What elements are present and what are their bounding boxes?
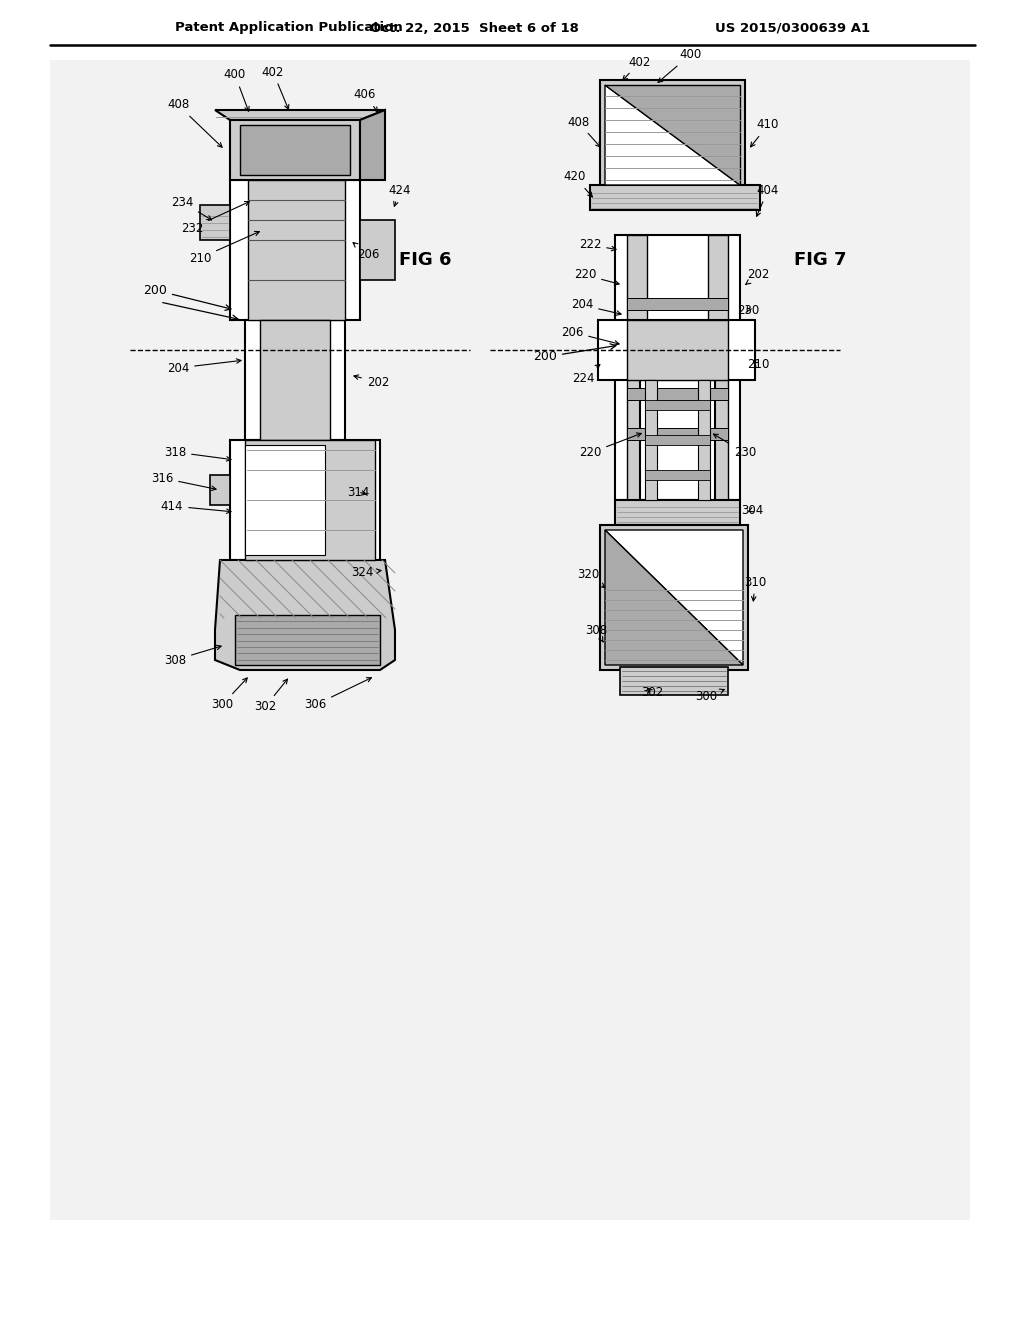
Text: Patent Application Publication: Patent Application Publication	[175, 21, 402, 34]
Text: 308: 308	[164, 645, 221, 667]
Bar	[598, 319, 755, 380]
Bar	[245, 445, 325, 554]
Bar	[627, 338, 728, 350]
Bar	[645, 436, 710, 445]
Text: 304: 304	[741, 503, 763, 516]
Text: 200: 200	[143, 284, 231, 310]
Text: 400: 400	[658, 49, 701, 82]
Text: 406: 406	[354, 88, 378, 112]
Bar	[590, 185, 760, 210]
Bar	[248, 180, 345, 319]
Bar	[234, 615, 380, 665]
Text: 202: 202	[354, 375, 389, 388]
Text: 222: 222	[579, 239, 616, 252]
Text: 200: 200	[534, 343, 615, 363]
Bar	[615, 235, 740, 500]
Bar	[230, 180, 360, 319]
Text: 408: 408	[567, 116, 600, 147]
Text: 302: 302	[254, 678, 288, 714]
Text: 204: 204	[167, 359, 241, 375]
Text: 206: 206	[353, 243, 379, 261]
Text: 206: 206	[561, 326, 620, 345]
Text: 420: 420	[564, 170, 592, 197]
Polygon shape	[605, 531, 743, 665]
Text: FIG 7: FIG 7	[794, 251, 846, 269]
Text: 308: 308	[585, 623, 607, 642]
Bar	[627, 428, 728, 440]
Text: 202: 202	[745, 268, 769, 284]
Bar	[245, 319, 345, 440]
Text: 310: 310	[743, 576, 766, 601]
Bar	[50, 59, 970, 1220]
Bar	[620, 667, 728, 696]
Text: FIG 6: FIG 6	[398, 251, 452, 269]
Text: 408: 408	[167, 99, 222, 148]
Bar	[210, 475, 230, 506]
Text: 306: 306	[304, 677, 372, 711]
Text: 402: 402	[623, 55, 651, 81]
Text: 302: 302	[641, 686, 664, 700]
Text: 300: 300	[695, 689, 724, 704]
Bar	[627, 235, 647, 500]
Text: 220: 220	[573, 268, 620, 285]
Bar	[245, 440, 375, 560]
Text: 300: 300	[211, 678, 247, 711]
Bar	[698, 380, 710, 500]
Text: 402: 402	[262, 66, 289, 110]
Text: US 2015/0300639 A1: US 2015/0300639 A1	[715, 21, 870, 34]
Polygon shape	[215, 110, 385, 120]
Text: 204: 204	[570, 298, 622, 315]
Text: 220: 220	[579, 433, 641, 459]
Text: 324: 324	[351, 566, 381, 579]
Bar	[645, 380, 657, 500]
Text: 410: 410	[751, 119, 779, 147]
Polygon shape	[360, 110, 385, 180]
Text: 400: 400	[224, 69, 249, 111]
Text: 224: 224	[571, 364, 600, 384]
Bar	[230, 440, 380, 560]
Text: 232: 232	[181, 202, 250, 235]
Text: 210: 210	[746, 359, 769, 371]
Bar	[645, 400, 710, 411]
Text: 230: 230	[737, 304, 759, 317]
Bar	[640, 380, 715, 500]
Text: 230: 230	[714, 434, 756, 459]
Text: 424: 424	[389, 183, 412, 206]
Text: 314: 314	[347, 486, 370, 499]
Polygon shape	[605, 84, 740, 185]
Text: Oct. 22, 2015  Sheet 6 of 18: Oct. 22, 2015 Sheet 6 of 18	[370, 21, 579, 34]
Text: 320: 320	[577, 569, 605, 587]
Text: 414: 414	[161, 499, 231, 513]
Bar	[240, 125, 350, 176]
Bar	[230, 120, 360, 180]
Bar	[708, 235, 728, 500]
Text: 234: 234	[171, 195, 212, 220]
Bar	[627, 388, 728, 400]
Bar	[627, 319, 728, 380]
Text: 318: 318	[164, 446, 231, 461]
Polygon shape	[215, 560, 395, 671]
Polygon shape	[605, 84, 740, 185]
Polygon shape	[605, 531, 743, 665]
Text: 210: 210	[188, 231, 259, 264]
Bar	[627, 298, 728, 310]
Text: 316: 316	[151, 471, 216, 491]
Bar	[600, 525, 748, 671]
Bar	[615, 500, 740, 525]
Bar	[360, 220, 395, 280]
Bar	[645, 470, 710, 480]
Bar	[200, 205, 230, 240]
Bar	[260, 319, 330, 440]
Text: 404: 404	[757, 183, 779, 216]
Bar	[600, 81, 745, 190]
